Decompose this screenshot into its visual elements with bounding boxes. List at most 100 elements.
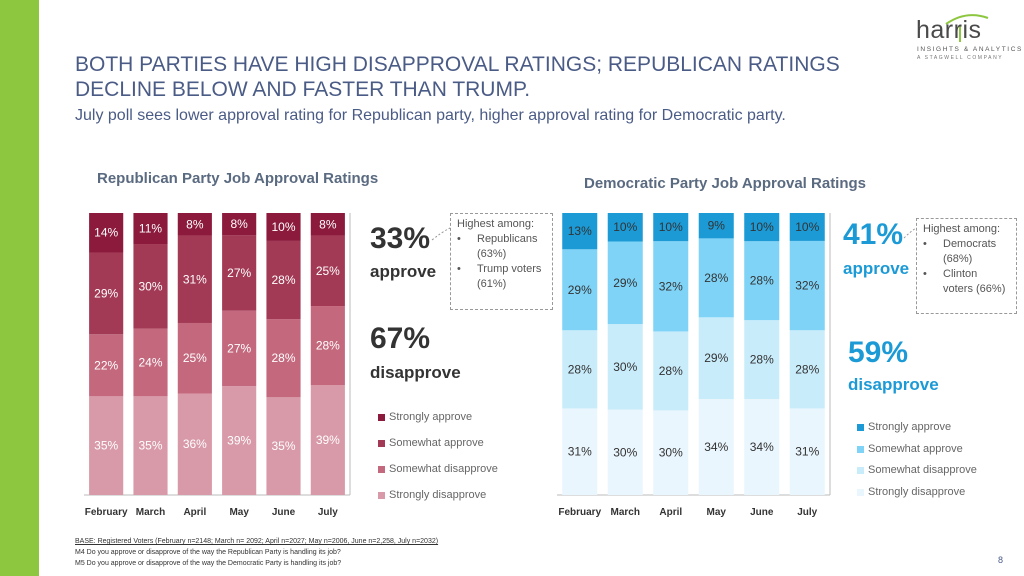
- dem-data-label: 30%: [659, 446, 683, 460]
- dem-x-tick-label: April: [659, 507, 682, 518]
- dem-bar-strongly-disapprove: [562, 408, 598, 495]
- footer-question-1: M4 Do you approve or disapprove of the w…: [75, 549, 341, 556]
- dem-data-label: 34%: [704, 440, 728, 454]
- rep-x-tick-label: July: [318, 507, 338, 518]
- dem-legend-item: Somewhat disapprove: [857, 464, 977, 476]
- legend-swatch: [378, 439, 385, 447]
- dem-data-label: 13%: [568, 224, 592, 238]
- legend-swatch: [857, 423, 864, 431]
- rep-data-label: 10%: [271, 220, 295, 234]
- dem-data-label: 28%: [568, 362, 592, 376]
- dem-bar-strongly-approve: [562, 213, 598, 250]
- dem-bar-somewhat-disapprove: [562, 330, 598, 409]
- rep-x-tick-label: April: [183, 507, 206, 518]
- rep-data-label: 8%: [319, 217, 337, 231]
- harris-logo: harris INSIGHTS & ANALYTICS A STAGWELL C…: [916, 14, 1021, 64]
- footer-question-2: M5 Do you approve or disapprove of the w…: [75, 560, 342, 567]
- rep-bar-somewhat-disapprove: [266, 319, 301, 398]
- dem-data-label: 32%: [659, 279, 683, 293]
- rep-data-label: 36%: [183, 437, 207, 451]
- rep-legend-item: Somewhat disapprove: [378, 463, 498, 475]
- dem-x-tick-label: July: [797, 507, 817, 518]
- dem-data-label: 29%: [568, 283, 592, 297]
- rep-bar-somewhat-approve: [222, 235, 257, 311]
- rep-data-label: 29%: [94, 286, 118, 300]
- dem-data-label: 34%: [750, 440, 774, 454]
- rep-data-label: 31%: [183, 272, 207, 286]
- dem-data-label: 28%: [750, 353, 774, 367]
- dem-bar-strongly-approve: [607, 213, 643, 242]
- rep-callout: Highest among: Republicans (63%) Trump v…: [450, 213, 553, 310]
- legend-label: Somewhat disapprove: [389, 463, 498, 475]
- rep-approve-percent: 33%: [370, 222, 431, 255]
- rep-callout-item: Trump voters (61%): [457, 262, 546, 292]
- dem-bar-strongly-disapprove: [698, 399, 734, 495]
- dem-data-label: 10%: [795, 220, 819, 234]
- rep-bar-strongly-disapprove: [222, 386, 257, 495]
- dem-bar-strongly-disapprove: [789, 408, 825, 495]
- dem-bar-strongly-approve: [744, 213, 780, 242]
- rep-bar-somewhat-disapprove: [310, 306, 345, 386]
- legend-label: Somewhat disapprove: [868, 464, 977, 476]
- dem-disapprove-percent: 59%: [848, 336, 909, 369]
- dem-data-label: 29%: [704, 351, 728, 365]
- rep-data-label: 28%: [271, 273, 295, 287]
- legend-swatch: [378, 413, 385, 421]
- dem-legend-item: Strongly approve: [857, 421, 951, 433]
- dem-data-label: 31%: [568, 445, 592, 459]
- dem-bar-somewhat-approve: [744, 241, 780, 321]
- dem-data-label: 10%: [613, 220, 637, 234]
- dem-x-tick-label: February: [558, 507, 601, 518]
- dem-bar-strongly-approve: [698, 213, 734, 239]
- dem-bar-somewhat-approve: [789, 240, 825, 331]
- dem-x-tick-label: May: [707, 507, 727, 518]
- rep-data-label: 11%: [139, 222, 162, 236]
- rep-data-label: 27%: [227, 341, 251, 355]
- dem-data-label: 10%: [659, 220, 683, 234]
- rep-approve-label: approve: [370, 262, 437, 281]
- rep-data-label: 8%: [230, 217, 248, 231]
- dem-data-label: 9%: [708, 219, 726, 233]
- rep-data-label: 35%: [94, 439, 118, 453]
- rep-callout-item: Republicans (63%): [457, 232, 546, 262]
- rep-bar-somewhat-approve: [133, 244, 168, 329]
- dem-bar-somewhat-disapprove: [653, 331, 689, 411]
- legend-label: Strongly disapprove: [389, 489, 487, 501]
- dem-data-label: 28%: [659, 364, 683, 378]
- legend-label: Strongly approve: [389, 411, 473, 423]
- dem-data-label: 28%: [750, 274, 774, 288]
- rep-data-label: 39%: [227, 434, 251, 448]
- legend-swatch: [857, 488, 864, 496]
- dem-legend-item: Somewhat approve: [857, 443, 963, 455]
- dem-callout-item: Democrats (68%): [923, 237, 1010, 267]
- rep-bar-strongly-approve: [310, 213, 345, 236]
- rep-data-label: 24%: [138, 355, 162, 369]
- legend-label: Strongly disapprove: [868, 486, 966, 498]
- legend-swatch: [857, 445, 864, 453]
- rep-data-label: 8%: [186, 217, 204, 231]
- rep-callout-head: Highest among:: [457, 218, 535, 230]
- rep-bar-strongly-disapprove: [133, 396, 168, 495]
- rep-bar-strongly-approve: [133, 213, 168, 245]
- legend-label: Somewhat approve: [868, 443, 963, 455]
- dem-bar-somewhat-approve: [698, 238, 734, 318]
- dem-bar-somewhat-disapprove: [698, 317, 734, 400]
- dem-bar-somewhat-approve: [607, 241, 643, 325]
- dem-data-label: 32%: [795, 279, 819, 293]
- rep-bar-strongly-approve: [222, 213, 257, 236]
- rep-data-label: 27%: [227, 266, 251, 280]
- rep-chart-title: Republican Party Job Approval Ratings: [97, 170, 379, 187]
- rep-data-label: 28%: [271, 351, 295, 365]
- rep-data-label: 14%: [94, 226, 118, 240]
- dem-data-label: 28%: [795, 362, 819, 376]
- rep-bar-strongly-approve: [89, 213, 124, 253]
- rep-bar-strongly-disapprove: [89, 396, 124, 495]
- rep-x-tick-label: May: [229, 507, 249, 518]
- accent-side-bar: [0, 0, 39, 576]
- dem-data-label: 30%: [613, 360, 637, 374]
- dem-bar-somewhat-disapprove: [789, 330, 825, 409]
- legend-label: Strongly approve: [868, 421, 952, 433]
- rep-bar-strongly-approve: [177, 213, 212, 236]
- dem-data-label: 31%: [795, 445, 819, 459]
- rep-x-tick-label: June: [272, 507, 296, 518]
